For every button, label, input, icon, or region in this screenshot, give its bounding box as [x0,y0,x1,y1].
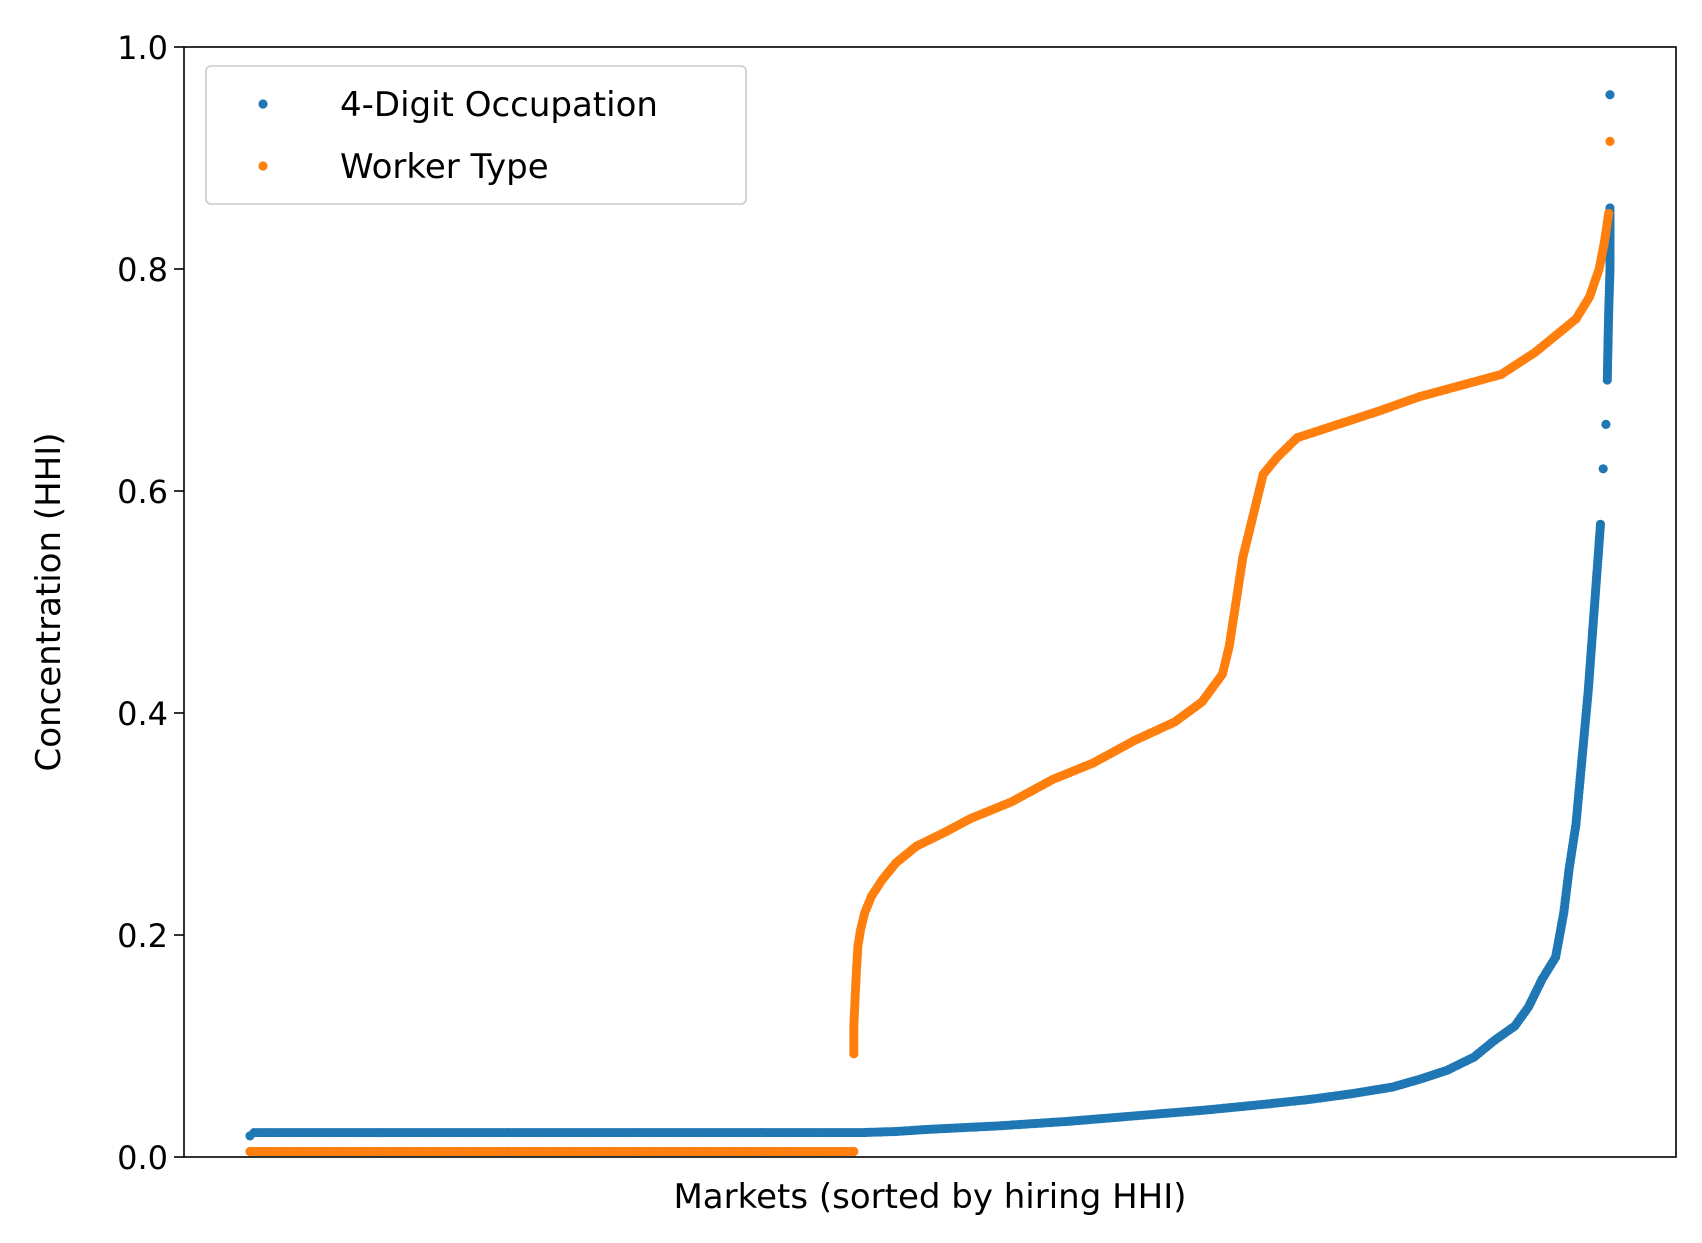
legend-box [205,65,747,205]
y-tick-label: 0.6 [117,473,168,511]
legend-label: 4-Digit Occupation [340,85,658,125]
data-point [1601,419,1611,429]
plot-frame [183,46,1677,1158]
y-tick-label: 0.2 [117,917,168,955]
y-axis-label: Concentration (HHI) [29,432,69,771]
data-point [849,1146,859,1157]
legend-marker [258,161,268,171]
series-layer [245,90,1615,1157]
y-tick-label: 0.0 [117,1139,168,1177]
data-point [1605,136,1615,146]
series-worker-type [245,136,1615,1157]
legend: 4-Digit Occupation Worker Type [205,65,747,205]
data-point [1595,519,1606,529]
x-axis-label: Markets (sorted by hiring HHI) [673,1177,1186,1217]
data-point [1604,208,1614,219]
data-point [1598,464,1608,474]
series-4-digit-occupation [245,90,1615,1141]
y-tick-label: 1.0 [117,29,168,67]
data-point [1605,90,1615,100]
legend-marker [258,99,268,109]
y-tick-label: 0.8 [117,251,168,289]
legend-label: Worker Type [340,147,549,187]
y-axis: 0.0 0.2 0.4 0.6 0.8 1.0 [117,29,184,1177]
y-tick-label: 0.4 [117,695,168,733]
